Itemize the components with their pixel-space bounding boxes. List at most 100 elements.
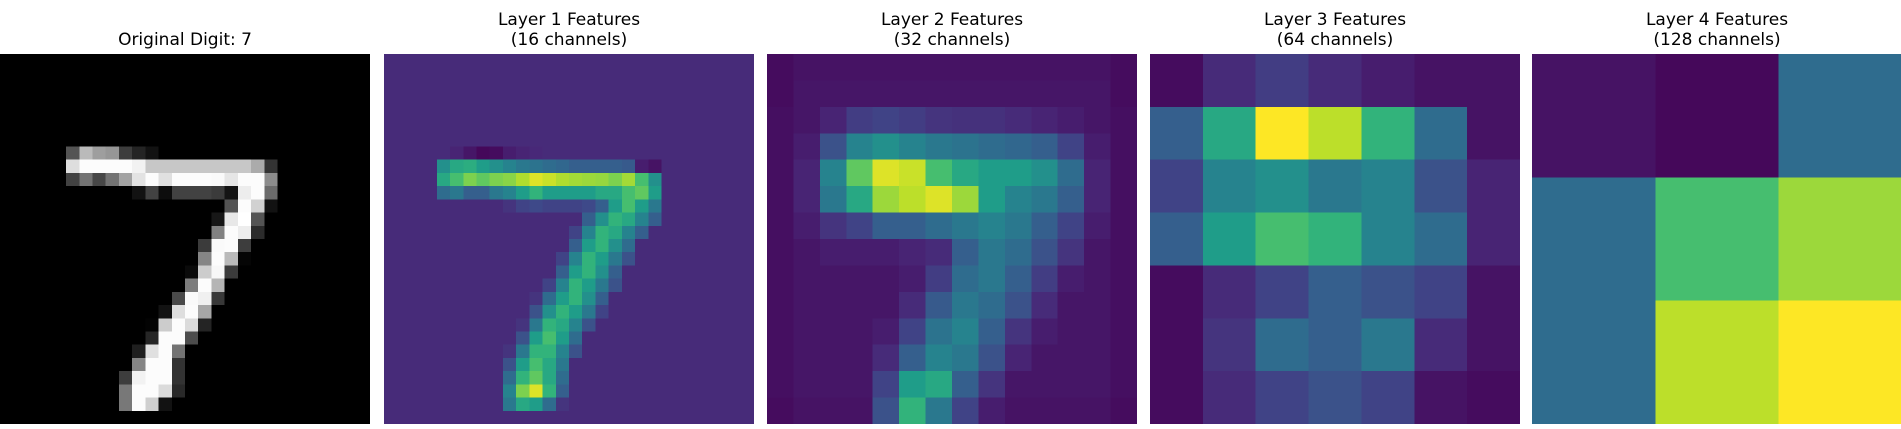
heatmap-cell [1057,291,1085,319]
heatmap-cell [52,384,67,399]
heatmap-cell [978,159,1006,187]
heatmap-cell [450,265,464,280]
heatmap-cell [79,159,94,174]
heatmap-cell [555,133,570,148]
heatmap-cell [463,318,478,333]
heatmap-cell [661,54,676,68]
heatmap-cell [171,212,186,227]
heatmap-cell [198,384,213,399]
heatmap-cell [1004,344,1032,372]
heatmap-cell [502,225,517,240]
heatmap-cell [423,67,438,82]
heatmap-cell [621,172,636,187]
heatmap-cell [648,186,663,200]
heatmap-cell [450,239,464,253]
heatmap-cell [384,278,398,293]
heatmap-cell [569,371,583,385]
heatmap-cell [648,172,663,187]
heatmap-cell [608,410,623,424]
heatmap-cell [450,212,464,227]
heatmap-cell [410,384,425,399]
heatmap-cell [635,120,649,134]
heatmap-cell [1031,133,1059,161]
heatmap-cell [317,331,331,346]
heatmap-cell [79,410,94,424]
heatmap-cell [39,291,54,306]
heatmap-cell [410,371,425,385]
heatmap-cell [463,106,478,121]
heatmap-cell [436,397,451,412]
heatmap-cell [529,67,544,82]
heatmap-cell [1110,265,1137,293]
panel-layer-2-features: Layer 2 Features (32 channels) [767,0,1137,429]
heatmap-cell [397,225,412,240]
heatmap-cell [251,305,265,319]
heatmap-cell [727,159,742,174]
heatmap-cell [489,106,504,121]
heatmap-cell [1110,54,1137,82]
heatmap-cell [384,397,398,412]
heatmap-cell [687,410,702,424]
heatmap-cell [423,146,438,161]
heatmap-cell [925,80,953,108]
heatmap-cell [608,239,623,253]
heatmap-cell [211,344,226,359]
heatmap-cell [237,239,252,253]
heatmap-cell [621,371,636,385]
heatmap-cell [476,133,491,148]
heatmap-cell [595,67,610,82]
heatmap-cell [740,305,754,319]
heatmap-cell [158,186,173,200]
heatmap-cell [727,318,742,333]
heatmap-cell [502,159,517,174]
heatmap-cell [450,159,464,174]
heatmap-cell [727,239,742,253]
heatmap-cell [701,133,715,148]
heatmap-cell [542,120,557,134]
heatmap-cell [846,239,874,267]
heatmap-cell [423,371,438,385]
heatmap-cell [66,54,80,68]
heatmap-cell [264,291,279,306]
heatmap-cell [450,146,464,161]
heatmap-cell [26,344,41,359]
heatmap-cell [463,265,478,280]
heatmap-cell [1057,397,1085,424]
heatmap-cell [317,159,331,174]
heatmap-cell [476,410,491,424]
heatmap-cell [251,225,265,240]
heatmap-cell [621,331,636,346]
heatmap-cell [1255,318,1310,372]
heatmap-cell [39,93,54,108]
heatmap-cell [0,80,14,95]
heatmap-cell [1031,80,1059,108]
heatmap-cell [516,146,530,161]
heatmap-cell [1361,106,1415,161]
heatmap-cell [132,186,146,200]
heatmap-cell [237,146,252,161]
heatmap-cell [436,239,451,253]
heatmap-cell [211,186,226,200]
heatmap-cell [661,318,676,333]
heatmap-cell [489,371,504,385]
heatmap-cell [52,67,67,82]
heatmap-cell [303,186,318,200]
heatmap-cell [132,159,146,174]
heatmap-cell [925,133,953,161]
heatmap-cell [158,384,173,399]
heatmap-cell [79,384,94,399]
heatmap-cell [330,212,345,227]
heatmap-cell [343,252,358,267]
heatmap-cell [105,67,120,82]
heatmap-cell [185,357,199,372]
heatmap-cell [343,67,358,82]
heatmap-cell [1467,318,1520,372]
heatmap-cell [648,225,663,240]
heatmap-cell [277,357,292,372]
heatmap-cell [1467,371,1520,424]
heatmap-cell [529,291,544,306]
heatmap-cell [727,384,742,399]
heatmap-cell [1361,212,1415,267]
heatmap-cell [251,344,265,359]
heatmap-cell [26,159,41,174]
